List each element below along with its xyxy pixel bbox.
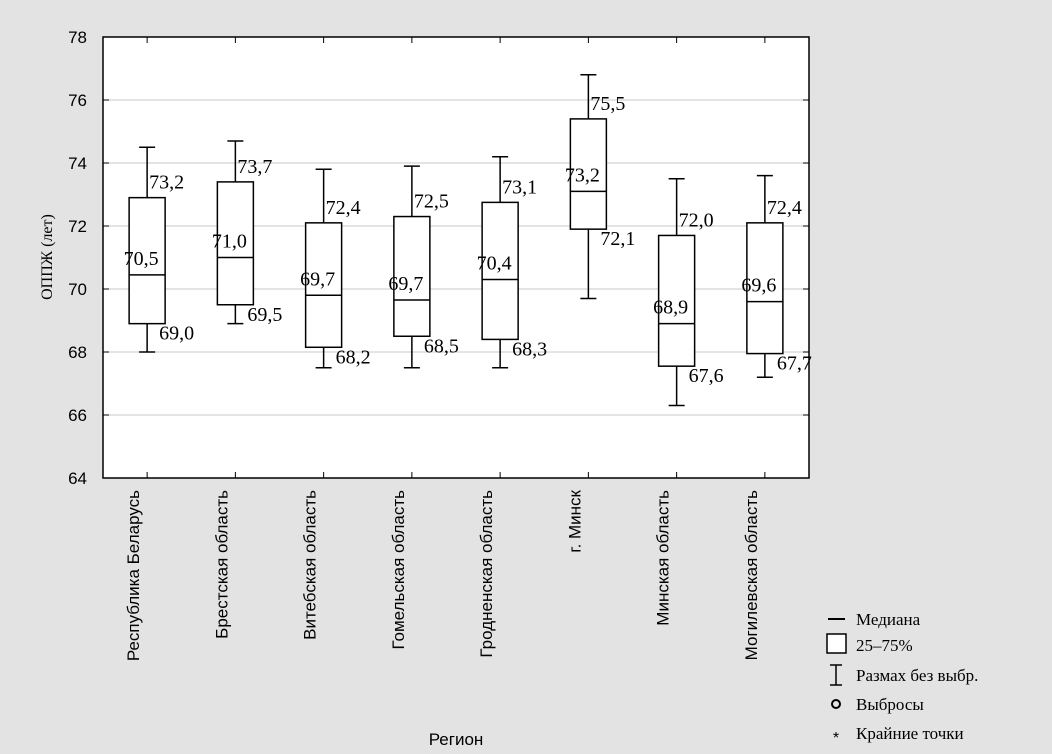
q3-label: 73,2	[149, 172, 184, 194]
q3-label: 72,4	[767, 197, 802, 219]
y-tick-label: 72	[68, 217, 87, 236]
box-group: 72,4 69,6 67,7	[741, 174, 812, 378]
box-iqr	[657, 234, 696, 367]
median-label: 71,0	[212, 231, 247, 253]
median-label: 73,2	[565, 164, 600, 186]
x-tick-label: г. Минск	[565, 489, 584, 552]
q1-label: 67,6	[689, 365, 724, 387]
legend-label: Крайние точки	[856, 724, 964, 743]
box-group: 72,4 69,7 68,2	[300, 168, 371, 369]
box-iqr	[481, 201, 519, 341]
box-iqr	[746, 222, 784, 355]
whisker-icon	[830, 664, 842, 686]
median-label: 68,9	[653, 297, 688, 319]
legend: Медиана 25–75% Размах без выбр. Выбросы * Кра…	[826, 610, 978, 747]
y-axis: 64 66 68 70 72 74 76 78	[68, 28, 809, 488]
box-iqr	[304, 222, 343, 349]
box-group: 72,0 68,9 67,6	[653, 178, 724, 407]
q1-label: 68,2	[336, 346, 371, 368]
box-group: 73,2 70,5 69,0	[124, 146, 194, 353]
y-axis-label: ОППЖ (лет)	[39, 214, 56, 300]
legend-label: Выбросы	[856, 695, 924, 714]
q1-label: 72,1	[600, 228, 635, 250]
plot-area	[103, 37, 809, 478]
box-icon	[826, 633, 847, 654]
q1-label: 69,0	[159, 323, 194, 345]
median-label: 69,7	[388, 273, 423, 295]
y-tick-label: 66	[68, 406, 87, 425]
box-group: 73,7 71,0 69,5	[212, 140, 282, 326]
asterisk-icon: *	[833, 730, 839, 747]
box-iqr	[569, 118, 608, 230]
y-tick-label: 70	[68, 280, 87, 299]
x-axis-label: Регион	[429, 730, 484, 749]
q1-label: 68,3	[512, 338, 547, 360]
x-tick-label: Минская область	[654, 490, 673, 626]
q1-label: 67,7	[777, 353, 812, 375]
median-label: 69,7	[300, 268, 335, 290]
x-tick-label: Витебская область	[301, 490, 320, 640]
y-tick-label: 68	[68, 343, 87, 362]
q3-label: 72,5	[414, 191, 449, 213]
box-group: 72,5 69,7 68,5	[388, 165, 459, 369]
y-tick-label: 64	[68, 469, 87, 488]
q3-label: 73,7	[237, 156, 272, 178]
x-tick-label: Гродненская область	[477, 490, 496, 658]
box-iqr	[128, 196, 166, 325]
q3-label: 72,0	[679, 209, 714, 231]
legend-label: Размах без выбр.	[856, 666, 978, 685]
y-tick-label: 76	[68, 91, 87, 110]
legend-label: Медиана	[856, 610, 921, 629]
circle-icon	[831, 699, 841, 709]
q1-label: 68,5	[424, 335, 459, 357]
x-tick-label: Республика Беларусь	[124, 490, 143, 661]
q1-label: 69,5	[247, 304, 282, 326]
x-axis: Республика Беларусь Брестская область Вите…	[124, 37, 766, 661]
q3-label: 73,1	[502, 176, 537, 198]
q3-label: 75,5	[590, 93, 625, 115]
box-iqr	[216, 181, 255, 306]
median-label: 70,5	[124, 248, 159, 270]
plot-frame	[102, 36, 810, 479]
box-group: 75,5 73,2 72,1	[565, 74, 635, 300]
box-group: 73,1 70,4 68,3	[477, 155, 547, 369]
boxes-group: 73,2 70,5 69,0 73,7 71,0 69,5 72,4 69,7 68,2 72,5…	[124, 74, 812, 407]
x-tick-label: Брестская область	[212, 490, 231, 639]
x-tick-label: Гомельская область	[389, 490, 408, 650]
legend-label: 25–75%	[856, 636, 913, 655]
y-tick-label: 74	[68, 154, 87, 173]
median-label: 69,6	[741, 275, 776, 297]
y-tick-label: 78	[68, 28, 87, 47]
box-iqr	[393, 215, 431, 337]
median-label: 70,4	[477, 253, 512, 275]
x-tick-label: Могилевская область	[742, 490, 761, 661]
q3-label: 72,4	[326, 197, 361, 219]
